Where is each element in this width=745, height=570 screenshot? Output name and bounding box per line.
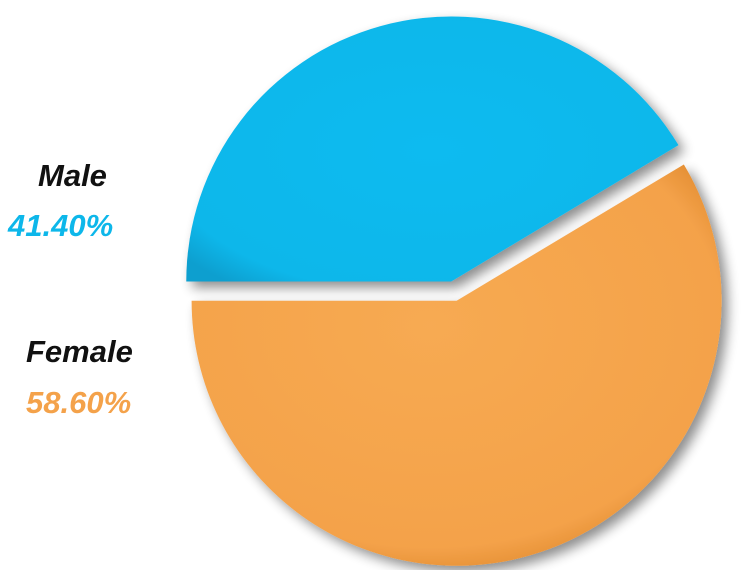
legend-label-female: Female (26, 334, 133, 369)
data-label-female: 58.60% (26, 385, 132, 420)
pie-slice-female (191, 164, 722, 566)
pie-slice-male (186, 16, 679, 282)
data-label-male: 41.40% (8, 208, 114, 243)
legend-label-male: Male (38, 158, 107, 193)
